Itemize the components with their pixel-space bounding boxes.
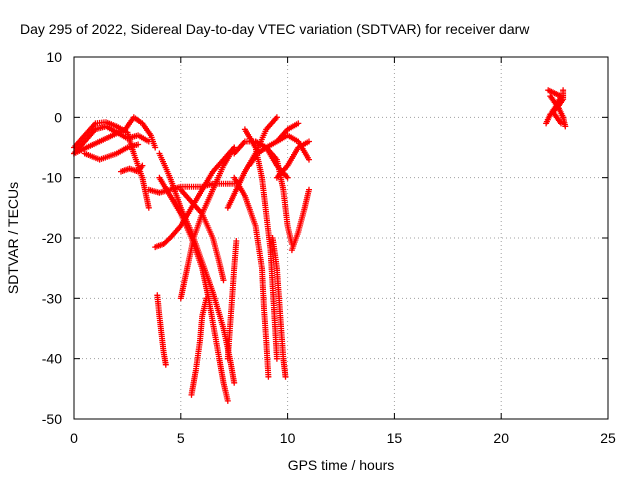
series-track-11 — [188, 295, 210, 398]
series-track-9 — [156, 174, 231, 404]
data-series — [71, 87, 569, 404]
series-track-6 — [145, 180, 238, 196]
series-track-17 — [231, 174, 272, 380]
x-tick-label: 10 — [280, 430, 296, 446]
series-track-8 — [154, 292, 169, 368]
series-track-13 — [177, 186, 227, 284]
x-tick-label: 20 — [493, 430, 509, 446]
y-tick-label: -40 — [42, 351, 62, 367]
x-axis-label: GPS time / hours — [288, 457, 395, 473]
series-track-23 — [273, 138, 312, 181]
y-tick-label: -30 — [42, 290, 62, 306]
y-tick-label: 10 — [46, 49, 62, 65]
grid-lines — [74, 57, 608, 419]
chart-title: Day 295 of 2022, Sidereal Day-to-day VTE… — [20, 21, 530, 37]
y-axis-label: SDTVAR / TECUs — [5, 182, 21, 294]
x-tick-label: 5 — [177, 430, 185, 446]
series-track-24 — [288, 186, 312, 254]
series-track-14 — [224, 238, 240, 362]
axis-ticks: 0 5 10 15 20 25 10 0 -10 -20 -30 -40 -50 — [42, 49, 616, 446]
y-tick-label: -10 — [42, 170, 62, 186]
y-tick-label: -20 — [42, 230, 62, 246]
series-track-5 — [118, 162, 146, 175]
series-track-19 — [252, 138, 295, 247]
x-tick-label: 0 — [70, 430, 78, 446]
x-tick-label: 25 — [600, 430, 616, 446]
plot-frame — [73, 56, 609, 420]
series-track-4 — [81, 141, 142, 163]
y-tick-label: -50 — [42, 411, 62, 427]
series-track-21 — [269, 235, 289, 380]
y-tick-label: 0 — [54, 109, 62, 125]
x-tick-label: 15 — [387, 430, 403, 446]
series-track-20 — [241, 126, 280, 362]
series-track-27 — [547, 93, 569, 130]
